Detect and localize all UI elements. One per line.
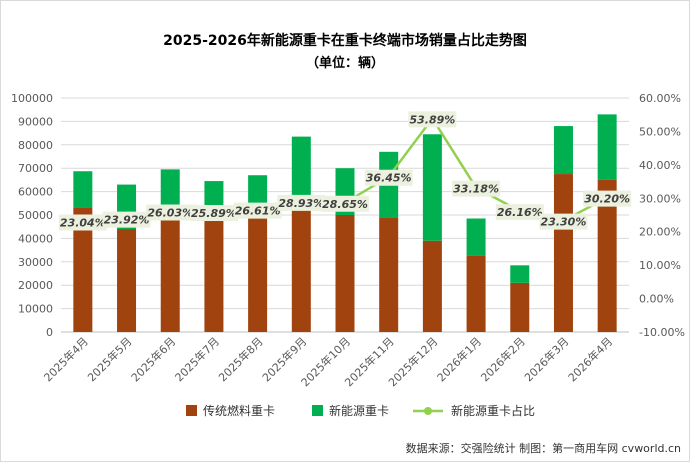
ratio-data-label: 23.92%	[104, 214, 150, 227]
ratio-data-label: 23.04%	[60, 217, 106, 230]
bar-nev	[73, 171, 93, 208]
legend-label-ratio: 新能源重卡占比	[451, 403, 535, 418]
bar-nev	[597, 114, 617, 180]
bar-traditional	[422, 240, 442, 332]
ratio-data-label: 28.93%	[278, 197, 324, 210]
y-tick-label: 90000	[18, 115, 53, 128]
ratio-label-bg	[277, 194, 326, 211]
ratio-data-label: 53.89%	[409, 113, 455, 126]
ratio-data-label: 26.61%	[235, 205, 281, 218]
x-tick-label: 2025年5月	[84, 334, 134, 384]
y-tick-label: 70000	[18, 162, 53, 175]
right-axis-ticks: -10.00% 0.00% 10.00% 20.00% 30.00% 40.00% 50.0…	[639, 92, 685, 339]
ratio-data-label: 26.03%	[147, 207, 193, 220]
bar-nev	[422, 134, 442, 241]
ratio-data-label: 26.16%	[497, 206, 543, 219]
legend: 传统燃料重卡 新能源重卡 新能源重卡占比	[186, 403, 535, 418]
ratio-label-bg	[58, 214, 107, 231]
ratio-line: 23.04%23.92%26.03%25.89%26.61%28.93%28.6…	[58, 111, 632, 231]
bar-traditional	[335, 215, 355, 332]
bar-nev	[466, 218, 486, 256]
legend-swatch-nev	[312, 405, 323, 416]
bar-traditional	[510, 282, 530, 332]
y-tick-label: 20000	[18, 279, 53, 292]
x-tick-label: 2026年4月	[565, 334, 615, 384]
y2-tick-label: 60.00%	[639, 92, 681, 105]
ratio-label-bg	[539, 213, 588, 230]
y2-tick-label: 50.00%	[639, 125, 681, 138]
x-tick-label: 2025年7月	[172, 334, 222, 384]
y-tick-label: 100000	[11, 92, 53, 105]
y2-tick-label: 40.00%	[639, 159, 681, 172]
ratio-label-bg	[495, 204, 544, 221]
chart-title: 2025-2026年新能源重卡在重卡终端市场销量占比走势图	[163, 32, 527, 49]
bar-traditional	[160, 218, 180, 332]
bar-traditional	[248, 218, 268, 332]
bar-nev	[510, 265, 530, 283]
chart-subtitle: （单位：辆）	[306, 55, 384, 71]
bar-traditional	[553, 174, 573, 332]
ratio-data-label: 23.30%	[541, 216, 587, 229]
ratio-data-label: 30.20%	[584, 193, 630, 206]
legend-swatch-ratio-marker	[424, 407, 432, 415]
ratio-data-label: 33.18%	[453, 183, 499, 196]
x-tick-label: 2026年2月	[478, 334, 528, 384]
x-tick-label: 2026年1月	[434, 334, 484, 384]
ratio-label-bg	[583, 190, 632, 207]
y2-tick-label: 0.00%	[639, 293, 674, 306]
x-tick-label: 2025年8月	[216, 334, 266, 384]
ratio-label-bg	[452, 180, 501, 197]
y-tick-label: 0	[46, 326, 53, 339]
source-note: 数据来源：交强险统计 制图：第一商用车网 cvworld.cn	[406, 441, 681, 455]
ratio-label-bg	[321, 195, 369, 212]
ratio-label-bg	[408, 111, 457, 128]
ratio-label-bg	[146, 204, 195, 221]
bar-traditional	[466, 255, 486, 332]
y-tick-label: 40000	[18, 232, 53, 245]
bar-traditional	[73, 207, 93, 332]
legend-label-traditional: 传统燃料重卡	[203, 403, 275, 418]
y-tick-label: 30000	[18, 256, 53, 269]
x-tick-label: 2025年6月	[128, 334, 178, 384]
bar-traditional	[117, 229, 137, 332]
x-tick-label: 2026年3月	[521, 334, 571, 384]
left-axis-ticks: 0 10000 20000 30000 40000 50000 60000 70000 8000…	[11, 92, 53, 339]
y2-tick-label: 10.00%	[639, 259, 681, 272]
bar-traditional	[379, 217, 399, 332]
bar-nev	[553, 126, 573, 175]
legend-label-nev: 新能源重卡	[329, 403, 389, 418]
y2-tick-label: -10.00%	[639, 326, 685, 339]
y2-tick-label: 20.00%	[639, 226, 681, 239]
y-tick-label: 10000	[18, 303, 53, 316]
y-tick-label: 60000	[18, 186, 53, 199]
x-tick-label: 2025年4月	[41, 334, 91, 384]
bar-traditional	[291, 210, 311, 332]
bar-traditional	[597, 179, 617, 332]
bars	[73, 114, 617, 332]
ratio-label-bg	[189, 205, 238, 222]
y-tick-label: 80000	[18, 139, 53, 152]
x-axis-ticks: 2025年4月2025年5月2025年6月2025年7月2025年8月2025年…	[41, 334, 616, 389]
bar-traditional	[204, 219, 224, 332]
ratio-data-label: 28.65%	[322, 198, 368, 211]
legend-swatch-traditional	[186, 405, 197, 416]
y-tick-label: 50000	[18, 209, 53, 222]
y2-tick-label: 30.00%	[639, 192, 681, 205]
ratio-data-label: 25.89%	[191, 207, 237, 220]
ratio-label-bg	[233, 202, 282, 219]
bar-nev	[291, 136, 311, 211]
ratio-label-bg	[102, 211, 151, 228]
ratio-data-label: 36.45%	[366, 172, 412, 185]
ratio-label-bg	[364, 169, 413, 186]
